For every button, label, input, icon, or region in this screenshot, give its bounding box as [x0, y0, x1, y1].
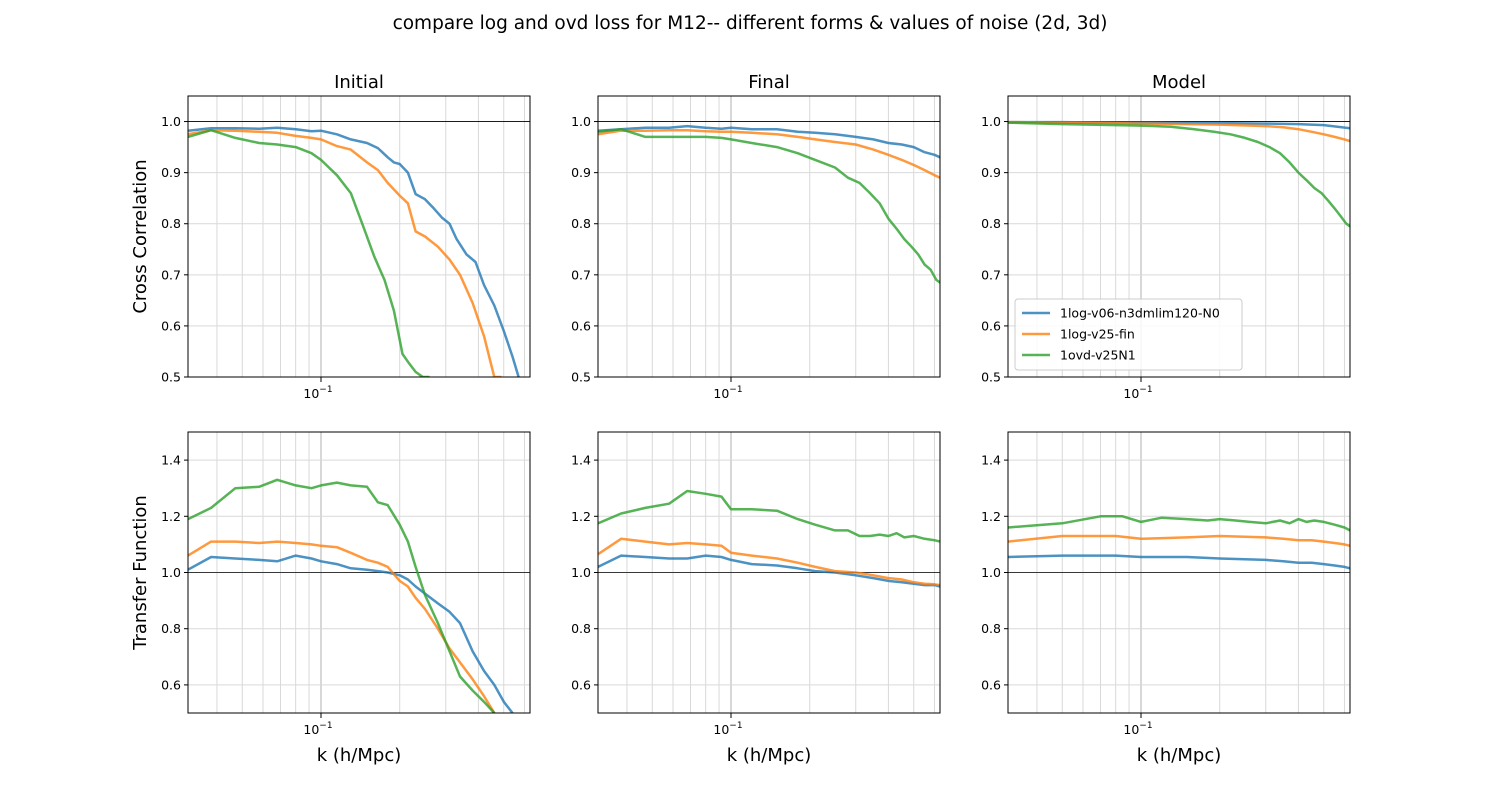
series-line-1log-v25-fin [1008, 120, 1350, 143]
y-axis-label: Cross Correlation [130, 159, 151, 313]
series-line-1log-v25-fin [598, 537, 940, 587]
subplot-0-0: 0.5 0.6 0.7 0.8 0.9 1.0 10−1 Initial Cross Corre… [130, 72, 531, 401]
y-axis-label: Transfer Function [130, 495, 151, 651]
y-tick-label: 0.8 [571, 216, 591, 231]
figure-title: compare log and ovd loss for M12-- diffe… [392, 13, 1108, 34]
axes-frame [597, 431, 941, 714]
series-line-1ovd-v25N1 [188, 128, 430, 377]
y-tick-label: 1.0 [161, 114, 181, 129]
series-line-1log-v25-fin [188, 540, 496, 713]
x-axis-label: k (h/Mpc) [1137, 745, 1222, 766]
series-line-1log-v25-fin [188, 128, 502, 377]
y-tick-label: 0.8 [981, 621, 1001, 636]
y-tick-label: 0.9 [161, 165, 181, 180]
subplot-title: Final [748, 72, 789, 93]
legend-box [1014, 298, 1243, 371]
y-tick-label: 0.6 [161, 677, 181, 692]
subplot-1-0: 0.6 0.8 1.0 1.2 1.4 10−1 k (h/Mpc) Transfer Fun… [130, 431, 531, 766]
x-tick-label: 10−1 [303, 385, 332, 401]
series-line-1ovd-v25N1 [598, 489, 940, 543]
series-line-1log-v25-fin [598, 128, 940, 179]
y-tick-label: 0.9 [571, 165, 591, 180]
y-tick-label: 0.8 [981, 216, 1001, 231]
axes-frame [597, 95, 941, 378]
y-tick-label: 1.0 [981, 565, 1001, 580]
axes-frame [1007, 95, 1351, 378]
legend-label: 1ovd-v25N1 [1060, 348, 1136, 363]
series-line-1log-v25-fin [1008, 534, 1350, 548]
y-tick-label: 1.2 [981, 509, 1001, 524]
axes-frame [187, 431, 531, 714]
y-tick-label: 0.6 [981, 318, 1001, 333]
y-tick-label: 0.8 [161, 216, 181, 231]
series-line-1log-v06-n3dmlim120-N0 [188, 554, 514, 713]
y-tick-label: 1.0 [571, 114, 591, 129]
y-tick-label: 1.0 [161, 565, 181, 580]
x-tick-label: 10−1 [1123, 385, 1152, 401]
x-axis-label: k (h/Mpc) [727, 745, 812, 766]
y-tick-label: 1.4 [161, 453, 181, 468]
y-tick-label: 1.2 [161, 509, 181, 524]
x-tick-label: 10−1 [1123, 721, 1152, 737]
y-tick-label: 0.6 [981, 677, 1001, 692]
y-tick-label: 0.9 [981, 165, 1001, 180]
subplot-title: Model [1152, 72, 1206, 93]
series-line-1log-v06-n3dmlim120-N0 [598, 554, 940, 588]
series-line-1ovd-v25N1 [1008, 121, 1350, 228]
y-tick-label: 0.8 [161, 621, 181, 636]
y-tick-label: 1.4 [571, 453, 591, 468]
subplot-1-1: 0.6 0.8 1.0 1.2 1.4 10−1 k (h/Mpc) [571, 431, 941, 766]
y-tick-label: 1.0 [571, 565, 591, 580]
y-tick-label: 0.7 [161, 267, 181, 282]
y-tick-label: 1.2 [571, 509, 591, 524]
series-line-1ovd-v25N1 [188, 478, 496, 713]
series-line-1log-v06-n3dmlim120-N0 [188, 126, 520, 377]
axes-frame [187, 95, 531, 378]
y-tick-label: 0.7 [981, 267, 1001, 282]
y-tick-label: 0.5 [981, 370, 1001, 385]
series-line-1log-v06-n3dmlim120-N0 [1008, 554, 1350, 570]
y-tick-label: 0.6 [161, 318, 181, 333]
series-line-1ovd-v25N1 [598, 127, 940, 284]
y-tick-label: 0.6 [571, 318, 591, 333]
x-tick-label: 10−1 [303, 721, 332, 737]
subplot-title: Initial [334, 72, 384, 93]
legend-label: 1log-v25-fin [1060, 327, 1135, 342]
series-line-1ovd-v25N1 [1008, 515, 1350, 532]
x-tick-label: 10−1 [713, 385, 742, 401]
subplot-0-1: 0.5 0.6 0.7 0.8 0.9 1.0 10−1 Final [571, 72, 941, 401]
y-tick-label: 0.6 [571, 677, 591, 692]
legend-label: 1log-v06-n3dmlim120-N0 [1060, 306, 1220, 321]
y-tick-label: 1.4 [981, 453, 1001, 468]
y-tick-label: 1.0 [981, 114, 1001, 129]
legend: 1log-v06-n3dmlim120-N0 1log-v25-fin 1ovd-v… [1014, 298, 1243, 371]
y-tick-label: 0.8 [571, 621, 591, 636]
axes-frame [1007, 431, 1351, 714]
subplot-1-2: 0.6 0.8 1.0 1.2 1.4 10−1 k (h/Mpc) [981, 431, 1351, 766]
y-tick-label: 0.5 [571, 370, 591, 385]
y-tick-label: 0.7 [571, 267, 591, 282]
series-line-1log-v06-n3dmlim120-N0 [598, 124, 940, 159]
subplot-0-2: 0.5 0.6 0.7 0.8 0.9 1.0 10−1 Model 1log-v06-n3dm… [981, 72, 1351, 401]
y-tick-label: 0.5 [161, 370, 181, 385]
x-tick-label: 10−1 [713, 721, 742, 737]
x-axis-label: k (h/Mpc) [317, 745, 402, 766]
